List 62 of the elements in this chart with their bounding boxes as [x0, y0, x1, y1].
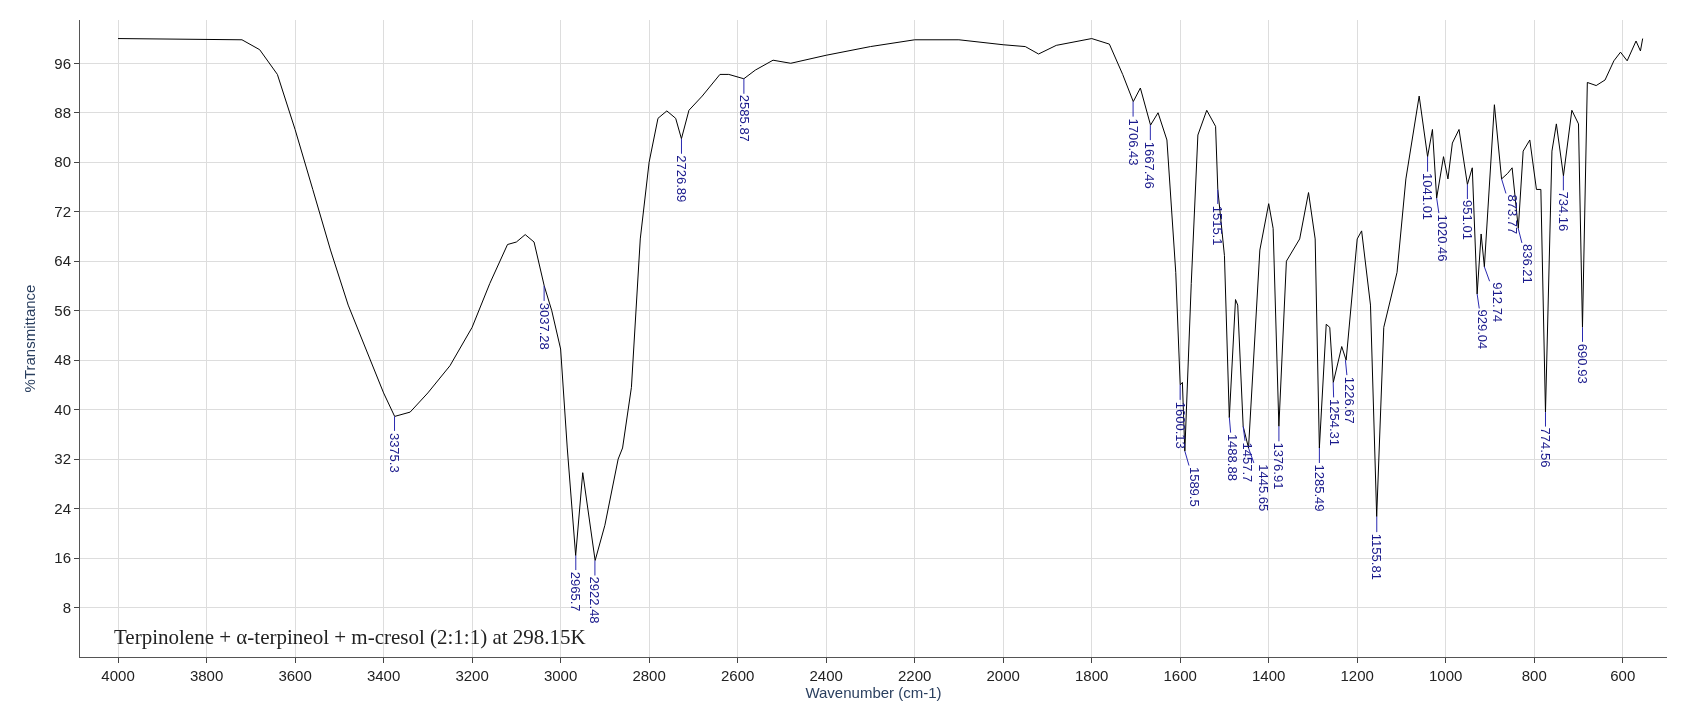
x-tick-label: 2400 [809, 667, 843, 684]
y-tick-label: 24 [54, 499, 71, 517]
annotation: 1600.13 [1173, 401, 1189, 449]
x-tick-label: 2600 [720, 667, 755, 684]
annotation: 1445.65 [1255, 464, 1271, 512]
annotation: 1515.1 [1210, 205, 1226, 246]
annotation: 3037.28 [537, 302, 553, 350]
annotation: 1706.43 [1125, 118, 1141, 166]
annotation: 873.77 [1505, 194, 1521, 235]
x-tick-label: 2000 [986, 667, 1020, 684]
annotation: 1155.81 [1369, 533, 1385, 580]
y-tick-label: 8 [62, 598, 71, 616]
x-tick-label: 3800 [189, 667, 224, 684]
y-axis-title: %Transmittance [20, 284, 38, 393]
y-tick-label: 40 [54, 400, 71, 418]
y-tick-label: 64 [54, 252, 71, 270]
y-tick-label: 80 [54, 153, 71, 171]
annotation: 929.04 [1475, 309, 1491, 350]
annotation: 951.01 [1459, 200, 1475, 240]
x-axis-title: Wavenumber (cm-1) [805, 684, 942, 701]
annotation: 1020.46 [1434, 214, 1450, 262]
annotation: 1488.88 [1225, 433, 1241, 481]
annotation: 3375.3 [386, 432, 402, 473]
annotation: 1254.31 [1326, 399, 1342, 447]
y-tick-label: 56 [54, 301, 71, 319]
x-tick-label: 1600 [1163, 667, 1197, 684]
x-tick-label: 1400 [1252, 667, 1286, 684]
x-tick-label: 1800 [1074, 667, 1109, 684]
annotation: 1285.49 [1312, 464, 1328, 512]
annotation: 1667.46 [1142, 141, 1158, 189]
x-tick-label: 600 [1610, 667, 1636, 684]
y-tick-label: 48 [54, 351, 71, 369]
annotation: 2965.7 [568, 571, 584, 612]
annotation: 774.56 [1537, 427, 1553, 468]
y-tick-label: 16 [54, 549, 71, 567]
x-tick-label: 1200 [1340, 667, 1374, 684]
annotation: 2726.89 [674, 155, 690, 203]
annotation: 1457.7 [1240, 442, 1256, 483]
x-tick-label: 3600 [278, 667, 312, 684]
y-tick-label: 72 [54, 202, 71, 220]
x-tick-label: 3200 [455, 667, 489, 684]
annotation: 1226.67 [1341, 376, 1357, 424]
x-tick-label: 4000 [101, 667, 135, 684]
y-tick-label: 96 [54, 54, 71, 72]
annotation: 836.21 [1519, 244, 1535, 284]
annotation: 1041.01 [1420, 173, 1436, 221]
x-tick-label: 3000 [543, 667, 578, 684]
annotation: 912.74 [1490, 282, 1506, 323]
x-tick-label: 2800 [632, 667, 666, 684]
annotation: 734.16 [1556, 191, 1572, 232]
y-tick-label: 88 [54, 104, 71, 122]
annotation: Terpinolene + α-terpineol + m-cresol (2:1:1) at 298.15K [114, 625, 586, 649]
x-tick-label: 3400 [366, 667, 401, 684]
annotation: 690.93 [1574, 343, 1590, 384]
y-tick-label: 32 [54, 450, 71, 468]
annotation: 1589.5 [1187, 466, 1203, 507]
x-tick-label: 1000 [1429, 667, 1463, 684]
annotation: 1376.91 [1271, 442, 1287, 490]
annotation: 2585.87 [736, 94, 752, 142]
x-tick-label: 2200 [897, 667, 932, 684]
annotation: 2922.48 [587, 576, 603, 624]
x-tick-label: 800 [1521, 667, 1547, 684]
